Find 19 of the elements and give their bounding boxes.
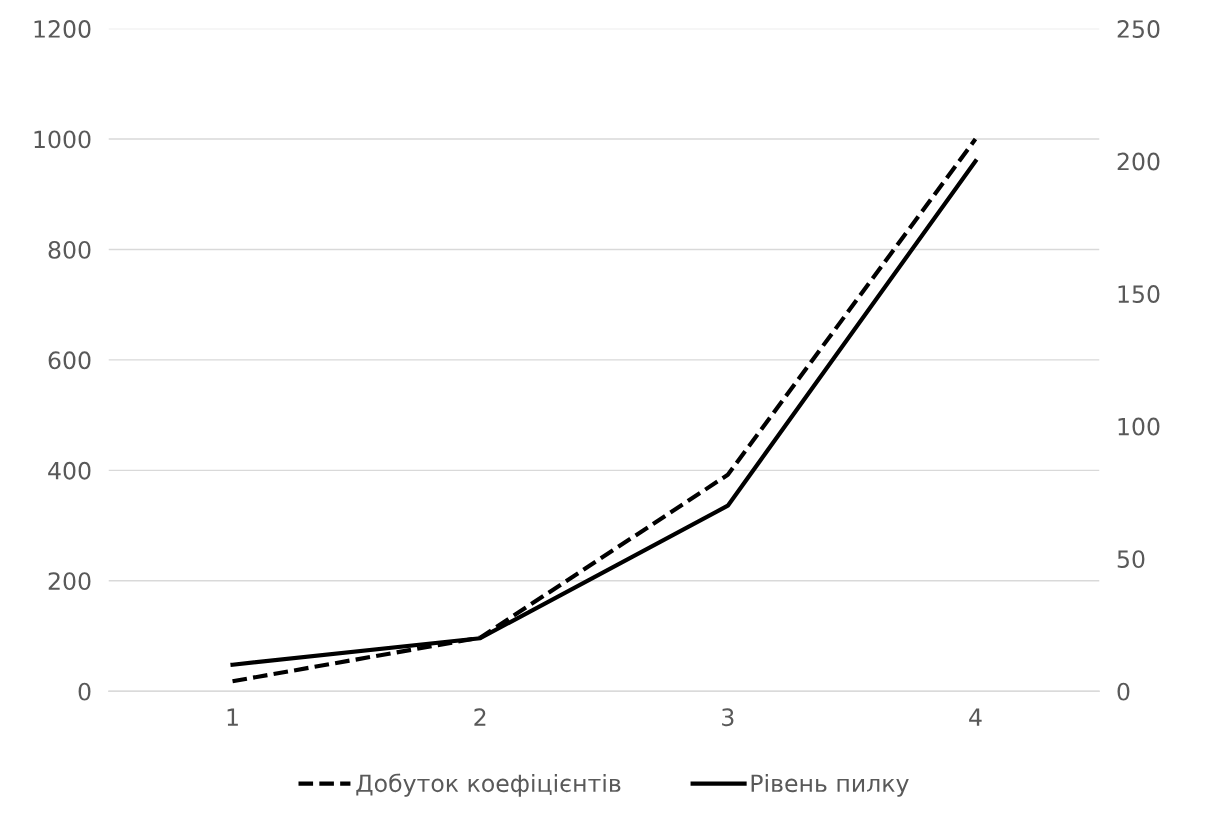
y-tick-label: 1000: [34, 130, 91, 149]
x-tick-label: 3: [722, 708, 734, 727]
y-tick-label: 1200: [34, 20, 91, 38]
y-tick-label: 0: [78, 682, 91, 701]
x-tick-label: 2: [474, 708, 486, 726]
y2-tick-label: 50: [1117, 550, 1145, 568]
y2-tick-label: 250: [1117, 20, 1160, 38]
y-tick-label: 800: [48, 240, 91, 259]
y-tick-label: 600: [48, 351, 91, 370]
legend-label: Рівень пилку: [751, 773, 909, 797]
y2-tick-label: 100: [1118, 417, 1160, 436]
x-tick-label: 1: [227, 708, 238, 726]
y-tick-label: 400: [48, 461, 91, 480]
legend-label: Добуток коефіцієнтів: [356, 773, 621, 797]
y-tick-label: 200: [48, 572, 91, 591]
y2-tick-label: 200: [1117, 152, 1160, 171]
y2-tick-label: 0: [1117, 682, 1130, 701]
x-tick-label: 4: [969, 708, 982, 726]
y2-tick-label: 150: [1118, 285, 1160, 303]
